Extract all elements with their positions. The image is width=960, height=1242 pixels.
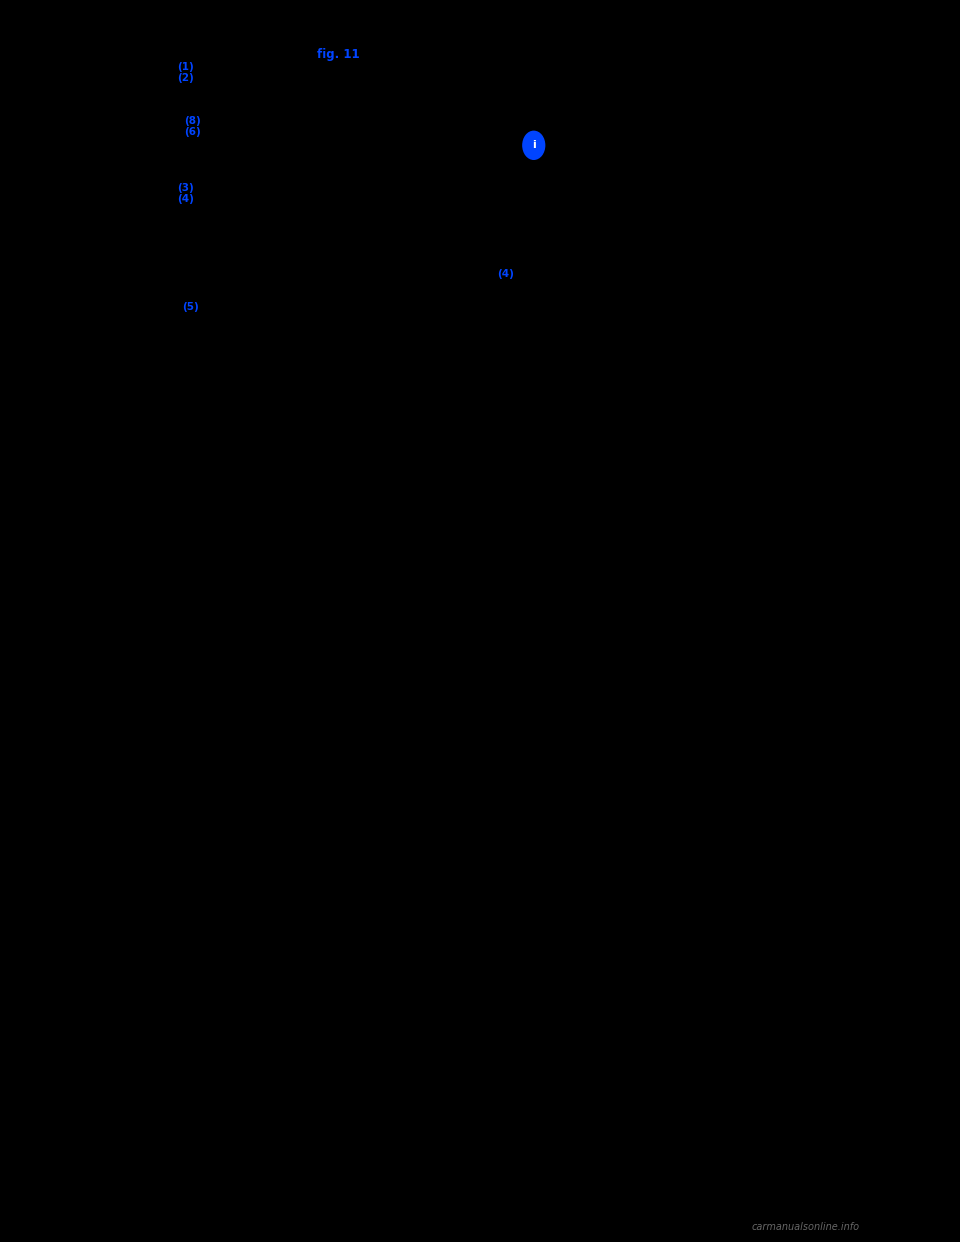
Text: (4): (4) bbox=[497, 270, 515, 279]
Text: (1): (1) bbox=[178, 62, 194, 72]
Text: (8): (8) bbox=[184, 116, 201, 127]
Text: carmanualsonline.info: carmanualsonline.info bbox=[751, 1222, 859, 1232]
Text: (2): (2) bbox=[178, 73, 194, 83]
Text: i: i bbox=[532, 140, 536, 150]
Text: fig. 11: fig. 11 bbox=[317, 47, 359, 61]
Text: (4): (4) bbox=[178, 194, 195, 204]
Text: (3): (3) bbox=[178, 183, 194, 193]
Ellipse shape bbox=[523, 132, 544, 159]
Text: (5): (5) bbox=[182, 302, 199, 313]
Text: (6): (6) bbox=[184, 127, 201, 137]
